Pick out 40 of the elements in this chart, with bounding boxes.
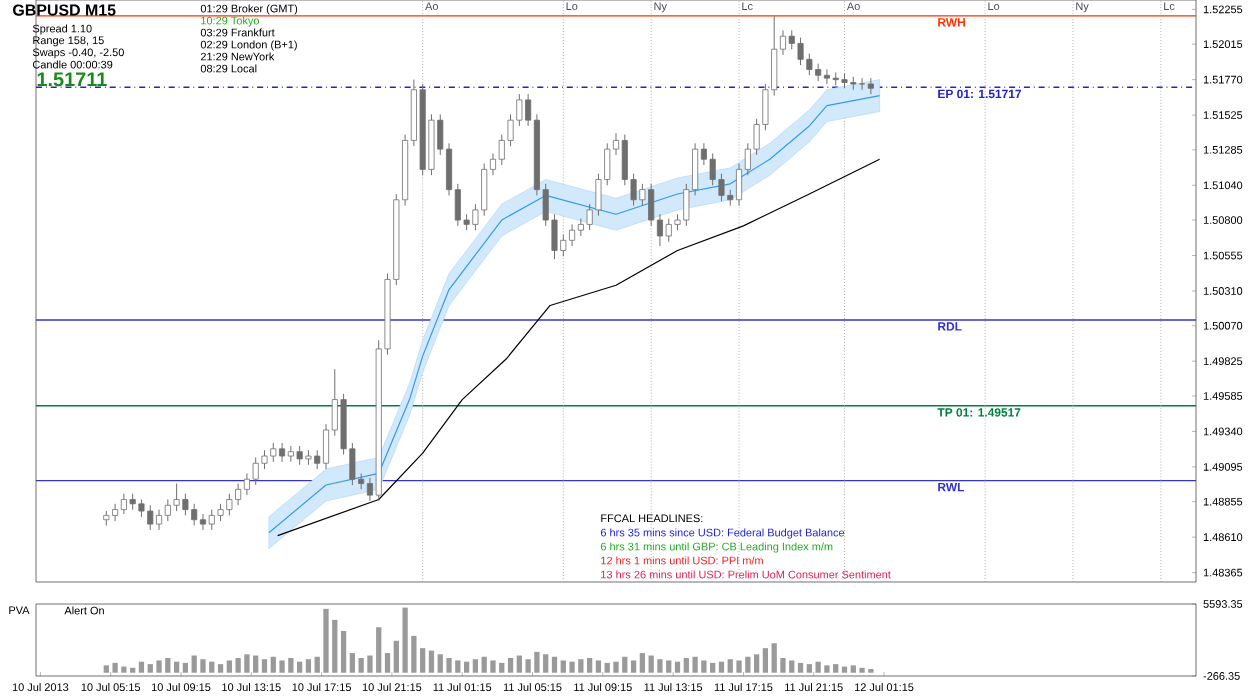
bar xyxy=(279,660,285,673)
bar xyxy=(138,661,145,673)
bar xyxy=(305,659,312,673)
bar xyxy=(859,667,865,673)
line-series xyxy=(277,158,881,537)
bar xyxy=(490,660,496,673)
bar xyxy=(639,653,646,673)
bar xyxy=(753,654,760,673)
bar xyxy=(587,657,593,673)
bar xyxy=(323,608,329,673)
bar xyxy=(507,657,514,673)
bar xyxy=(718,661,725,673)
bar xyxy=(674,661,681,673)
bar xyxy=(736,660,742,673)
bar xyxy=(472,659,479,673)
bar xyxy=(340,630,347,673)
bar xyxy=(595,660,602,673)
bar xyxy=(446,657,452,673)
bar xyxy=(428,650,435,673)
bar xyxy=(297,661,303,673)
candlestick xyxy=(199,513,207,531)
annotation: 1.51711 xyxy=(37,72,107,87)
bar xyxy=(349,653,355,673)
bar xyxy=(217,664,224,673)
bar xyxy=(841,666,848,673)
bar xyxy=(261,659,268,673)
candlestick xyxy=(867,77,874,95)
bar xyxy=(156,660,162,673)
bar xyxy=(463,661,470,673)
bar xyxy=(182,662,189,673)
bar xyxy=(630,660,637,673)
bar xyxy=(657,659,663,673)
bar xyxy=(797,662,804,673)
bar xyxy=(173,661,180,673)
bar xyxy=(384,653,391,673)
bar xyxy=(762,648,769,673)
bar xyxy=(200,659,206,673)
bar xyxy=(569,661,575,673)
bar xyxy=(613,661,619,673)
bar xyxy=(551,656,558,673)
